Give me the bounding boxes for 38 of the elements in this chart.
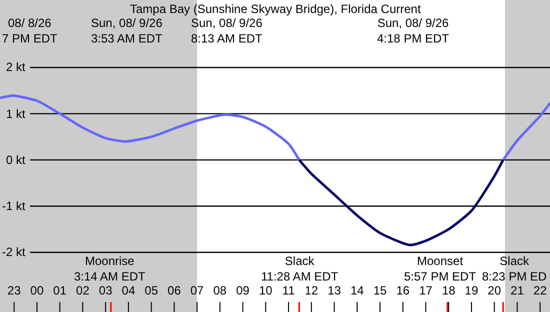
y-tick-label: -1 kt bbox=[2, 199, 26, 213]
annotation: Sun, 08/ 9/26 3:53 AM EDT bbox=[91, 16, 164, 46]
x-tick-label: 02 bbox=[76, 284, 90, 298]
x-tick-label: 20 bbox=[488, 284, 502, 298]
annotation: Moonrise 3:14 AM EDT bbox=[74, 254, 146, 284]
x-tick-label: 01 bbox=[53, 284, 67, 298]
x-tick-label: 14 bbox=[350, 284, 364, 298]
annotation: Sun, 08/ 9/26 4:18 PM EDT bbox=[377, 16, 450, 46]
y-tick-label: -2 kt bbox=[2, 245, 26, 259]
x-tick-label: 08 bbox=[213, 284, 227, 298]
x-tick-label: 09 bbox=[236, 284, 250, 298]
x-tick-label: 10 bbox=[258, 284, 273, 298]
annotation: Slack 8:23 PM ED bbox=[482, 254, 548, 284]
x-tick-label: 13 bbox=[328, 284, 342, 298]
x-tick-label: 16 bbox=[396, 284, 410, 298]
chart-title: Tampa Bay (Sunshine Skyway Bridge), Florida Current bbox=[130, 2, 422, 16]
x-tick-label: 03 bbox=[98, 284, 113, 298]
y-tick-label: 0 kt bbox=[6, 153, 26, 167]
x-tick-label: 00 bbox=[30, 284, 44, 298]
x-tick-label: 11 bbox=[282, 284, 296, 298]
x-tick-label: 18 bbox=[442, 284, 456, 298]
annotation: Moonset 5:57 PM EDT bbox=[404, 254, 477, 284]
annotation: 08/ 8/26 7 PM EDT bbox=[2, 16, 58, 46]
y-tick-label: 2 kt bbox=[6, 60, 26, 74]
x-tick-label: 17 bbox=[419, 284, 433, 298]
x-tick-label: 15 bbox=[373, 284, 388, 298]
x-tick-label: 06 bbox=[168, 284, 182, 298]
x-tick-label: 04 bbox=[122, 284, 136, 298]
x-tick-label: 23 bbox=[7, 284, 22, 298]
x-tick-label: 12 bbox=[304, 284, 318, 298]
annotation: Slack 11:28 AM EDT bbox=[261, 254, 339, 284]
x-tick-label: 19 bbox=[464, 284, 478, 298]
annotation: Sun, 08/ 9/26 8:13 AM EDT bbox=[191, 16, 264, 46]
x-tick-label: 21 bbox=[510, 284, 524, 298]
y-tick-label: 1 kt bbox=[6, 107, 26, 121]
x-tick-label: 05 bbox=[144, 284, 158, 298]
x-tick-label: 22 bbox=[533, 284, 548, 298]
x-tick-label: 07 bbox=[190, 284, 204, 298]
